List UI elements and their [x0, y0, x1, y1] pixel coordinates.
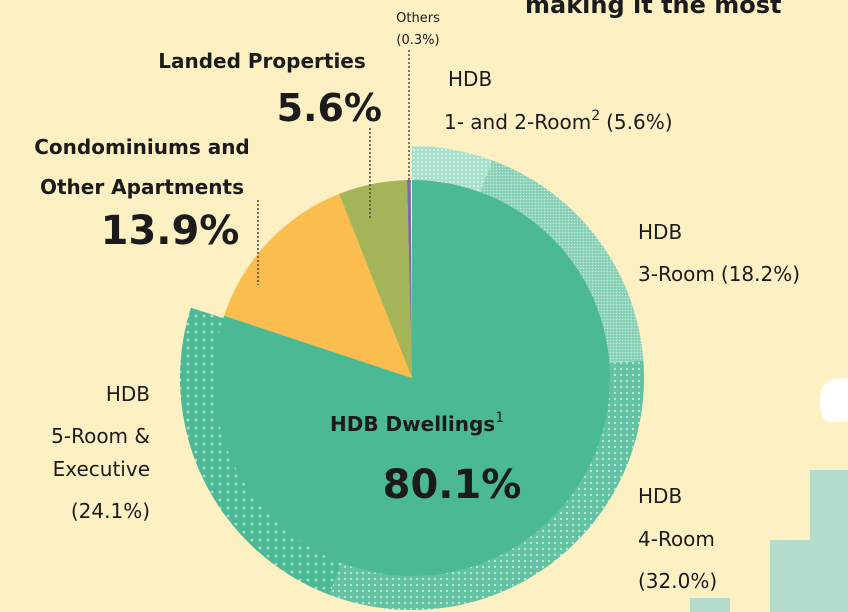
category-label: Others	[396, 11, 440, 26]
value-label: (24.1%)	[71, 499, 150, 523]
value-label: 80.1%	[383, 462, 522, 508]
pie-slice	[339, 180, 412, 378]
cloud	[820, 378, 848, 422]
label: (24.1%)	[71, 499, 150, 523]
background-decor	[690, 378, 848, 612]
label: Landed Properties	[158, 49, 366, 73]
label: HDB Dwellings1	[330, 410, 504, 436]
value-label: 5.6%	[277, 86, 382, 130]
pie-slice	[213, 180, 610, 577]
footnote-mark: 1	[495, 410, 504, 426]
category-label: 1- and 2-Room	[444, 110, 591, 134]
building	[770, 540, 848, 612]
label: 4-Room	[638, 527, 715, 551]
category-label: HDB	[638, 220, 682, 244]
label: 5.6%	[277, 86, 382, 130]
label: Others	[396, 11, 440, 26]
label: 80.1%	[383, 462, 522, 508]
value-label: (5.6%)	[606, 110, 672, 134]
category-label: 4-Room	[638, 527, 715, 551]
category-label: Executive	[53, 457, 150, 481]
label: HDB	[638, 220, 682, 244]
leader-lines	[257, 50, 410, 285]
category-label: HDB	[638, 484, 682, 508]
label: 5-Room &	[51, 424, 150, 448]
category-label: HDB Dwellings	[330, 412, 495, 436]
category-label: Condominiums and	[34, 135, 250, 159]
label: HDB	[448, 67, 492, 91]
value-label: 13.9%	[101, 208, 240, 254]
building	[810, 470, 848, 550]
category-label: Landed Properties	[158, 49, 366, 73]
value-label: (32.0%)	[638, 569, 717, 593]
chart-title: making it the most	[525, 0, 782, 19]
label: Condominiums and	[34, 135, 250, 159]
pie-slice	[407, 180, 412, 378]
value-label: (18.2%)	[721, 262, 800, 286]
label: 13.9%	[101, 208, 240, 254]
label: 1- and 2-Room2 (5.6%)	[444, 108, 673, 134]
category-label: HDB	[106, 382, 150, 406]
category-label: HDB	[448, 67, 492, 91]
footnote-mark: 2	[591, 108, 600, 124]
label: 3-Room (18.2%)	[638, 262, 800, 286]
label: HDB	[106, 382, 150, 406]
labels: HDB Dwellings1 80.1% Condominiums and Other…	[34, 11, 800, 593]
label: Executive	[53, 457, 150, 481]
category-label: Other Apartments	[40, 175, 244, 199]
label: (0.3%)	[396, 33, 439, 48]
category-label: 5-Room &	[51, 424, 150, 448]
category-label: 3-Room	[638, 262, 715, 286]
building	[690, 598, 730, 612]
value-label: (0.3%)	[396, 33, 439, 48]
pie	[213, 180, 610, 577]
label: Other Apartments	[40, 175, 244, 199]
label: (32.0%)	[638, 569, 717, 593]
label: HDB	[638, 484, 682, 508]
pie-slice	[224, 193, 412, 378]
